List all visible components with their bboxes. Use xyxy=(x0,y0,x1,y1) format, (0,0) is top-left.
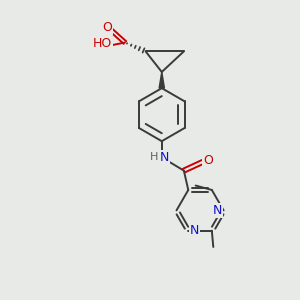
Text: N: N xyxy=(212,204,222,217)
Text: N: N xyxy=(159,151,169,164)
Polygon shape xyxy=(159,72,164,88)
Text: O: O xyxy=(102,21,112,34)
Text: HO: HO xyxy=(92,38,112,50)
Text: O: O xyxy=(203,154,213,167)
Text: N: N xyxy=(190,224,200,237)
Text: H: H xyxy=(150,152,159,162)
